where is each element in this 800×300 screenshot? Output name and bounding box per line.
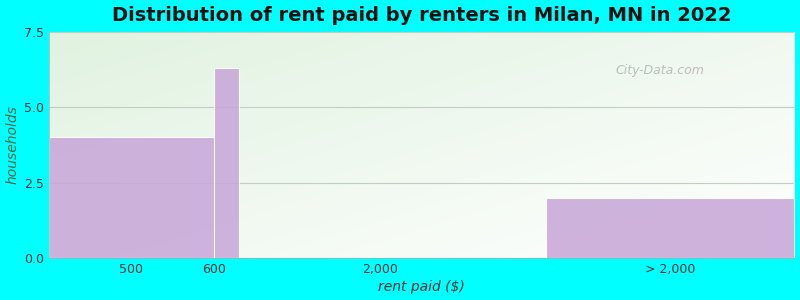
X-axis label: rent paid ($): rent paid ($) (378, 280, 465, 294)
Bar (546, 198, 794, 258)
Bar (49, 137, 214, 258)
Y-axis label: households: households (6, 106, 19, 184)
Bar (214, 68, 239, 258)
Title: Distribution of rent paid by renters in Milan, MN in 2022: Distribution of rent paid by renters in … (112, 6, 731, 25)
Text: City-Data.com: City-Data.com (616, 64, 705, 77)
